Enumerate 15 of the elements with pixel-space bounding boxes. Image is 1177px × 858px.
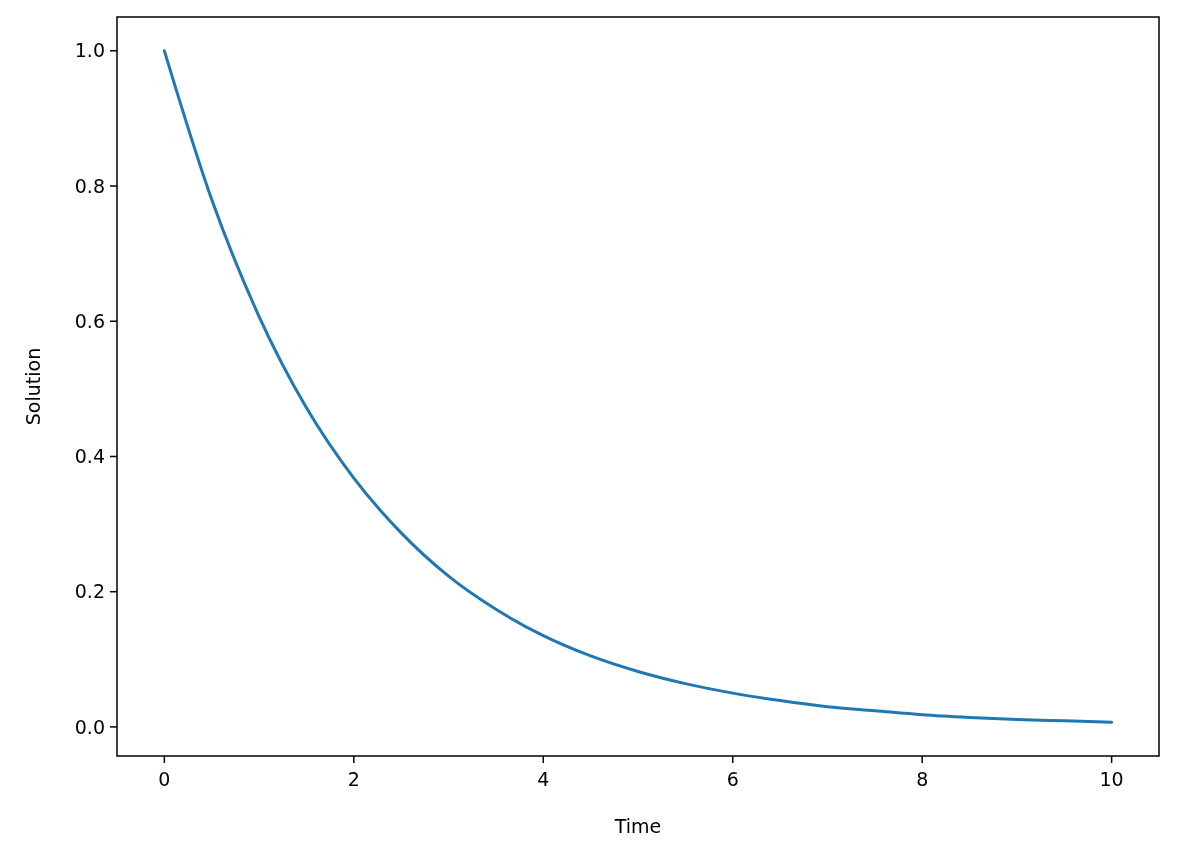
y-tick-label: 0.0 <box>74 715 105 738</box>
x-tick-label: 10 <box>1099 768 1124 790</box>
x-axis-title: Time <box>613 815 662 837</box>
x-tick-label: 0 <box>158 768 171 790</box>
x-tick-label: 4 <box>537 768 550 790</box>
y-tick-label: 1.0 <box>74 39 105 62</box>
y-tick-label: 0.4 <box>74 445 105 468</box>
x-tick-label: 2 <box>347 768 360 790</box>
x-tick-label: 8 <box>916 768 929 790</box>
y-tick-label: 0.8 <box>74 174 105 197</box>
y-tick-label: 0.6 <box>74 309 105 332</box>
y-axis-title: Solution <box>22 347 44 426</box>
line-series <box>162 49 1114 724</box>
y-tick-label: 0.2 <box>74 580 105 603</box>
x-tick-label: 6 <box>726 768 739 790</box>
